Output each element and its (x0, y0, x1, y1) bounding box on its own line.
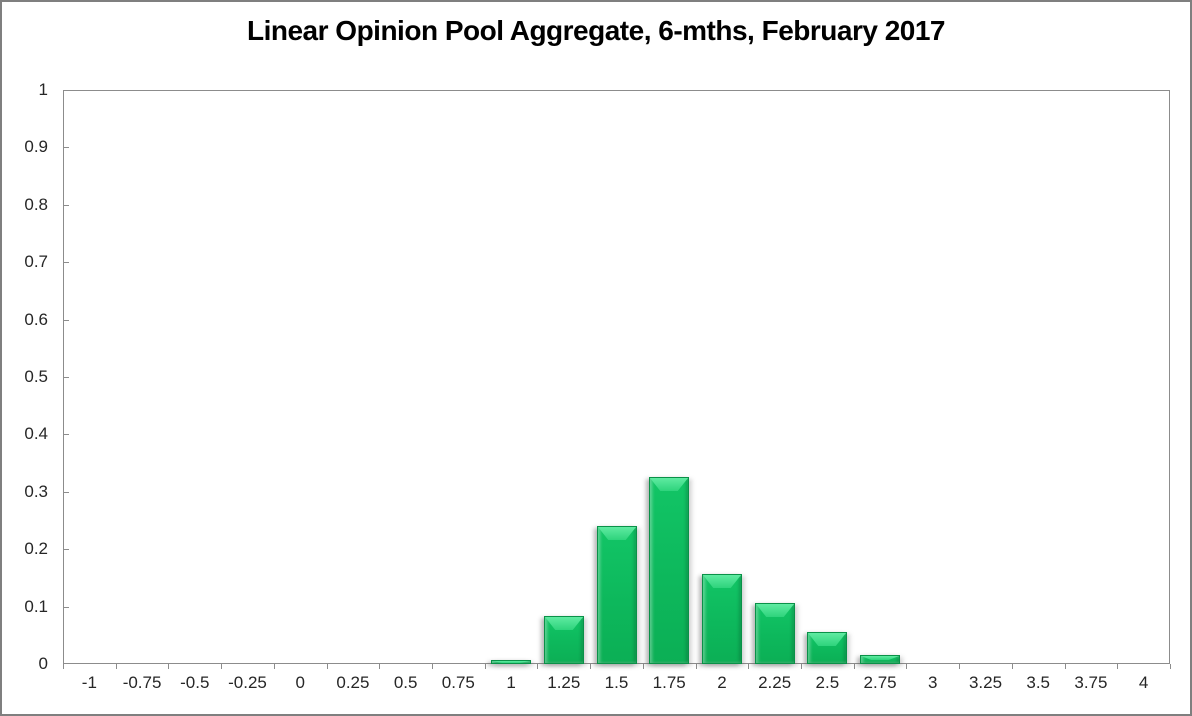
x-tick-label: 4 (1138, 673, 1149, 692)
y-tick-label: 0.3 (24, 481, 48, 501)
y-tick (63, 147, 69, 148)
y-tick-label: 0.4 (24, 424, 48, 444)
bar-2.5 (807, 632, 847, 664)
y-tick-label: 0.9 (24, 137, 48, 157)
x-tick-label: 1.25 (547, 673, 581, 692)
x-tick (643, 664, 644, 669)
bar-bevel-highlight (598, 527, 636, 540)
x-tick (959, 664, 960, 669)
x-tick (485, 664, 486, 669)
x-tick (63, 664, 64, 669)
x-tick (379, 664, 380, 669)
y-tick-label: 0.6 (24, 309, 48, 329)
x-tick (221, 664, 222, 669)
y-tick-label: 1 (38, 80, 48, 99)
x-tick-label: 2.25 (758, 673, 792, 692)
y-tick-label: 0.5 (24, 367, 48, 386)
x-tick-label: 3.25 (968, 673, 1003, 692)
y-tick (63, 320, 69, 321)
bar-bevel-highlight (650, 478, 688, 491)
x-tick-label: 3.5 (1026, 673, 1051, 692)
y-tick-label: 0 (38, 654, 48, 673)
x-tick-label: 0.25 (336, 673, 370, 692)
bar-2.75 (860, 655, 900, 664)
y-tick (63, 434, 69, 435)
y-tick (63, 377, 69, 378)
bar-bevel-highlight (545, 617, 583, 630)
x-tick (801, 664, 802, 669)
y-tick (63, 262, 69, 263)
x-tick-label: 1.75 (652, 673, 686, 692)
bar-1.75 (649, 477, 689, 664)
bar-bevel-highlight (861, 656, 899, 660)
x-tick-label: -0.25 (228, 673, 267, 692)
bar-bevel-highlight (808, 633, 846, 646)
x-tick (116, 664, 117, 669)
x-tick (1117, 664, 1118, 669)
bar-1.25 (544, 616, 584, 664)
x-tick-label: -1 (81, 673, 97, 692)
bar-bevel-highlight (703, 575, 741, 588)
x-tick (748, 664, 749, 669)
x-tick (168, 664, 169, 669)
y-tick-label: 0.2 (24, 539, 48, 559)
y-tick-label: 0.8 (24, 194, 48, 214)
x-tick (590, 664, 591, 669)
y-tick-label: 0.1 (24, 596, 48, 616)
y-tick-label: 0.7 (24, 252, 48, 272)
x-tick (1065, 664, 1066, 669)
x-tick (1170, 664, 1171, 669)
x-tick (906, 664, 907, 669)
y-tick (63, 205, 69, 206)
x-tick-label: 1 (506, 673, 516, 692)
x-tick (274, 664, 275, 669)
x-tick-label: 0.5 (393, 673, 418, 692)
x-tick (854, 664, 855, 669)
y-tick (63, 492, 69, 493)
bar-bevel-highlight (756, 604, 794, 617)
x-tick (432, 664, 433, 669)
y-tick (63, 549, 69, 550)
bar-2 (702, 574, 742, 664)
bar-1.5 (597, 526, 637, 664)
bar-1 (491, 660, 531, 664)
chart-title: Linear Opinion Pool Aggregate, 6-mths, F… (246, 15, 946, 46)
bar-bevel-highlight (492, 661, 530, 663)
x-tick-label: 0 (295, 673, 305, 692)
x-tick (696, 664, 697, 669)
x-tick-label: 2 (717, 673, 727, 692)
x-tick (1012, 664, 1013, 669)
x-tick (327, 664, 328, 669)
y-tick (63, 607, 69, 608)
x-tick-label: 2.75 (863, 673, 897, 692)
x-tick-label: 3 (928, 673, 938, 692)
x-tick-label: -0.75 (122, 673, 162, 692)
x-tick-label: 3.75 (1074, 673, 1108, 692)
x-tick-label: 1.5 (604, 673, 629, 692)
x-tick (537, 664, 538, 669)
x-tick-label: 0.75 (441, 673, 475, 692)
x-tick-label: -0.5 (180, 673, 210, 692)
x-tick-label: 2.5 (815, 673, 840, 692)
bar-2.25 (755, 603, 795, 664)
